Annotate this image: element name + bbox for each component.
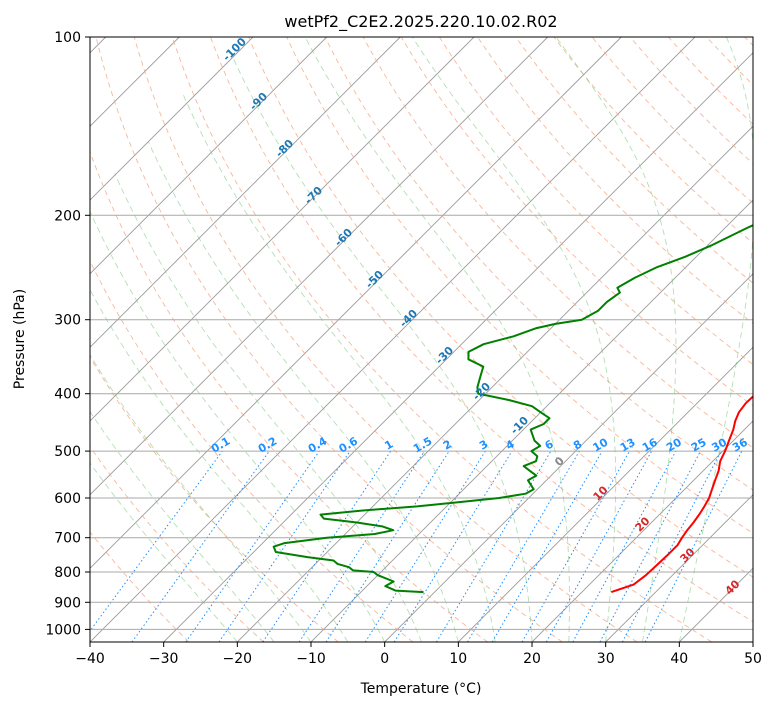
mixing-ratio-line — [325, 450, 450, 642]
pressure-grid — [90, 37, 753, 630]
y-tick-label: 800 — [54, 565, 81, 581]
reference-lines — [90, 37, 753, 642]
x-tick-label: −30 — [149, 651, 179, 667]
moist-adiabat-line — [90, 410, 275, 642]
y-tick-label: 500 — [54, 444, 81, 460]
moist-adiabat-line — [114, 173, 422, 642]
y-axis-ticks: 100 200 300 400 500 600 700 800 900 1000 — [45, 30, 90, 638]
isotherm-line — [384, 273, 753, 642]
moist-adiabat-line — [90, 462, 238, 642]
x-axis-title: Temperature (°C) — [360, 681, 482, 697]
dry-adiabat-line — [133, 37, 638, 642]
moist-adiabat-line — [555, 37, 677, 642]
mixing-ratio-line — [185, 450, 320, 642]
dry-adiabat-line — [90, 150, 488, 642]
mixing-ratio-line — [435, 450, 552, 642]
x-tick-label: 40 — [670, 651, 688, 667]
x-tick-label: 10 — [449, 651, 467, 667]
mixing-ratio-line — [393, 450, 513, 642]
mixing-ratio-line — [572, 450, 677, 642]
dry-adiabat-line — [210, 37, 753, 623]
y-tick-label: 700 — [54, 531, 81, 547]
y-tick-label: 300 — [54, 313, 81, 329]
dry-adiabat-line — [90, 259, 414, 642]
moist-adiabat-line — [90, 210, 386, 642]
dry-adiabat-line — [171, 37, 712, 642]
mixing-ratio-line — [364, 450, 486, 642]
dry-adiabat-line — [286, 37, 753, 534]
isotherm-line — [90, 37, 696, 642]
x-tick-label: 0 — [380, 651, 389, 667]
moist-adiabat-line — [411, 37, 617, 642]
dewpoint-profile-line — [272, 224, 753, 594]
isotherm-line — [90, 37, 622, 569]
isotherm-line — [90, 37, 254, 201]
y-tick-label: 900 — [54, 595, 81, 611]
isotherm-line — [236, 125, 753, 642]
mixing-ratio-line — [521, 450, 630, 642]
isotherm-line — [90, 37, 328, 275]
y-axis-title: Pressure (hPa) — [12, 289, 28, 389]
isotherm-line — [531, 420, 753, 642]
mixing-ratio-line — [218, 450, 351, 642]
mixing-ratio-line — [545, 450, 653, 642]
isotherm-line — [90, 37, 549, 496]
y-tick-label: 200 — [54, 208, 81, 224]
dry-adiabat-line — [95, 37, 563, 642]
isotherm-line — [90, 37, 401, 348]
x-tick-label: −20 — [223, 651, 253, 667]
isotherm-line — [90, 37, 475, 422]
x-tick-label: 20 — [523, 651, 541, 667]
x-tick-label: −10 — [296, 651, 326, 667]
y-tick-label: 100 — [54, 30, 81, 46]
isotherm-line — [605, 494, 753, 642]
x-tick-label: 30 — [597, 651, 615, 667]
dry-adiabat-line — [248, 37, 753, 578]
x-axis-ticks: −40 −30 −20 −10 0 10 20 30 40 50 — [75, 642, 762, 667]
mixing-ratio-line — [491, 450, 603, 642]
y-tick-label: 1000 — [45, 622, 81, 638]
profile-series — [272, 224, 753, 594]
x-tick-label: 50 — [744, 651, 762, 667]
dry-adiabat-line — [439, 37, 753, 365]
x-tick-label: −40 — [75, 651, 105, 667]
y-tick-label: 600 — [54, 491, 81, 507]
dry-adiabat-line — [90, 531, 190, 642]
moist-adiabat-line — [678, 37, 753, 642]
moist-adiabat-line — [90, 288, 349, 642]
dry-adiabat-line — [400, 37, 753, 407]
y-tick-label: 400 — [54, 387, 81, 403]
moist-adiabat-line — [182, 94, 496, 642]
dry-adiabat-line — [515, 37, 753, 284]
dry-adiabat-line — [90, 356, 339, 642]
temperature-profile-line — [610, 395, 753, 594]
moist-adiabat-line — [90, 353, 312, 642]
plot-frame — [89, 36, 754, 643]
dry-adiabat-line — [90, 445, 264, 642]
moist-adiabat-line — [228, 49, 533, 642]
chart-title: wetPf2_C2E2.2025.220.10.02.R02 — [284, 12, 557, 32]
isotherm-line — [457, 346, 753, 642]
isotherm-line — [163, 52, 753, 642]
mixing-ratio-line — [467, 450, 580, 642]
